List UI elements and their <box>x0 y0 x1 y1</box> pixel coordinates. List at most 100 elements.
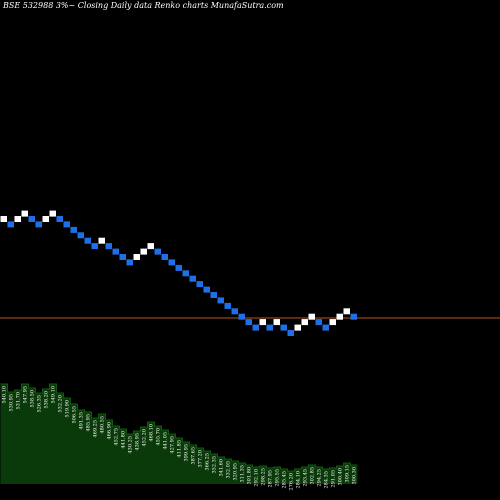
volume-label: 285.45 <box>282 471 288 489</box>
volume-label: 452.75 <box>114 428 120 446</box>
volume-label: 284.10 <box>296 471 302 489</box>
volume-label: 341.60 <box>219 459 225 477</box>
volume-label: 411.85 <box>177 440 183 458</box>
volume-label: 366.25 <box>205 453 211 471</box>
volume-label: 530.95 <box>9 394 15 412</box>
volume-label: 519.90 <box>65 400 71 418</box>
chart-title: BSE 532988 3%~ Closing Daily data Renko … <box>3 1 284 10</box>
renko-brick-up <box>21 210 28 217</box>
volume-label: 302.85 <box>310 467 316 485</box>
volume-label: 292.10 <box>254 469 260 487</box>
volume-label: 300.30 <box>352 467 358 485</box>
renko-brick-up <box>42 216 49 222</box>
renko-brick-up <box>308 313 315 320</box>
volume-edge <box>0 383 358 472</box>
volume-label: 455.70 <box>156 428 162 446</box>
renko-brick-up <box>98 237 105 244</box>
renko-brick-up <box>343 308 350 315</box>
volume-label: 506.55 <box>72 406 78 424</box>
renko-brick-down <box>7 221 14 228</box>
volume-label: 399.95 <box>184 444 190 462</box>
volume-label: 300.40 <box>338 468 344 486</box>
renko-brick-up <box>259 319 266 326</box>
volume-label: 291.05 <box>331 470 337 488</box>
renko-brick-down <box>56 216 63 222</box>
renko-brick-up <box>336 313 343 320</box>
renko-brick-up <box>329 319 336 326</box>
volume-label: 293.45 <box>303 469 309 487</box>
brick-layer <box>0 210 357 336</box>
volume-label: 452.20 <box>142 429 148 447</box>
renko-brick-up <box>147 243 154 250</box>
volume-label: 538.50 <box>30 390 36 408</box>
renko-brick-down <box>210 292 217 298</box>
renko-brick-up <box>273 319 280 326</box>
volume-label: 311.35 <box>240 465 246 483</box>
volume-label: 352.35 <box>212 456 218 474</box>
volume-labels: 540.10 530.95 531.70 547.95 538.50 526.35 538.… <box>2 386 358 491</box>
renko-brick-down <box>112 248 119 255</box>
renko-brick-up <box>133 254 140 260</box>
volume-label: 540.10 <box>2 386 8 404</box>
volume-label: 549.10 <box>51 386 57 404</box>
volume-label: 468.10 <box>149 424 155 442</box>
volume-label: 284.35 <box>324 471 330 489</box>
volume-label: 309.15 <box>345 465 351 483</box>
renko-brick-up <box>140 248 147 255</box>
renko-brick-down <box>126 259 133 266</box>
renko-brick-up <box>14 216 21 222</box>
renko-brick-down <box>231 308 238 315</box>
renko-brick-up <box>301 319 308 326</box>
renko-brick-down <box>224 302 231 309</box>
renko-brick-down <box>35 221 42 228</box>
volume-label: 538.20 <box>44 391 50 409</box>
renko-brick-down <box>266 324 273 331</box>
volume-label: 469.25 <box>93 420 99 438</box>
volume-label: 387.65 <box>191 447 197 465</box>
volume-label: 441.80 <box>121 431 127 449</box>
renko-brick-up <box>49 210 56 217</box>
renko-brick-down <box>287 330 294 336</box>
renko-brick-down <box>28 216 35 222</box>
volume-label: 526.35 <box>37 395 43 413</box>
volume-label: 427.95 <box>170 436 176 454</box>
volume-label: 491.35 <box>79 412 85 430</box>
volume-label: 438.95 <box>135 433 141 451</box>
volume-label: 295.55 <box>275 469 281 487</box>
renko-brick-down <box>322 324 329 331</box>
renko-brick-down <box>252 324 259 331</box>
volume-label: 430.25 <box>128 436 134 454</box>
renko-brick-down <box>203 286 210 293</box>
renko-brick-down <box>91 243 98 250</box>
volume-label: 532.20 <box>58 395 64 413</box>
renko-brick-down <box>105 243 112 250</box>
renko-brick-down <box>238 313 245 320</box>
renko-brick-down <box>175 264 182 271</box>
renko-brick-down <box>77 232 84 239</box>
volume-label: 377.20 <box>198 450 204 468</box>
volume-label: 480.55 <box>100 416 106 434</box>
volume-label: 332.05 <box>226 461 232 479</box>
renko-brick-down <box>315 319 322 326</box>
renko-brick-down <box>70 226 77 233</box>
volume-area <box>0 384 358 484</box>
volume-label: 441.05 <box>163 432 169 450</box>
renko-brick-down <box>350 313 357 320</box>
renko-brick-down <box>119 254 126 260</box>
volume-label: 298.25 <box>261 468 267 486</box>
renko-brick-up <box>0 216 7 222</box>
renko-brick-down <box>168 259 175 266</box>
volume-label: 320.95 <box>233 463 239 481</box>
renko-brick-down <box>217 297 224 304</box>
renko-brick-down <box>245 319 252 326</box>
renko-brick-down <box>154 248 161 255</box>
renko-brick-down <box>161 254 168 260</box>
volume-label: 547.95 <box>23 386 29 404</box>
volume-label: 294.25 <box>317 469 323 487</box>
volume-label: 466.90 <box>107 422 113 440</box>
volume-layer <box>0 383 358 484</box>
volume-label: 301.80 <box>247 467 253 485</box>
renko-brick-down <box>280 324 287 331</box>
renko-brick-up <box>294 324 301 331</box>
